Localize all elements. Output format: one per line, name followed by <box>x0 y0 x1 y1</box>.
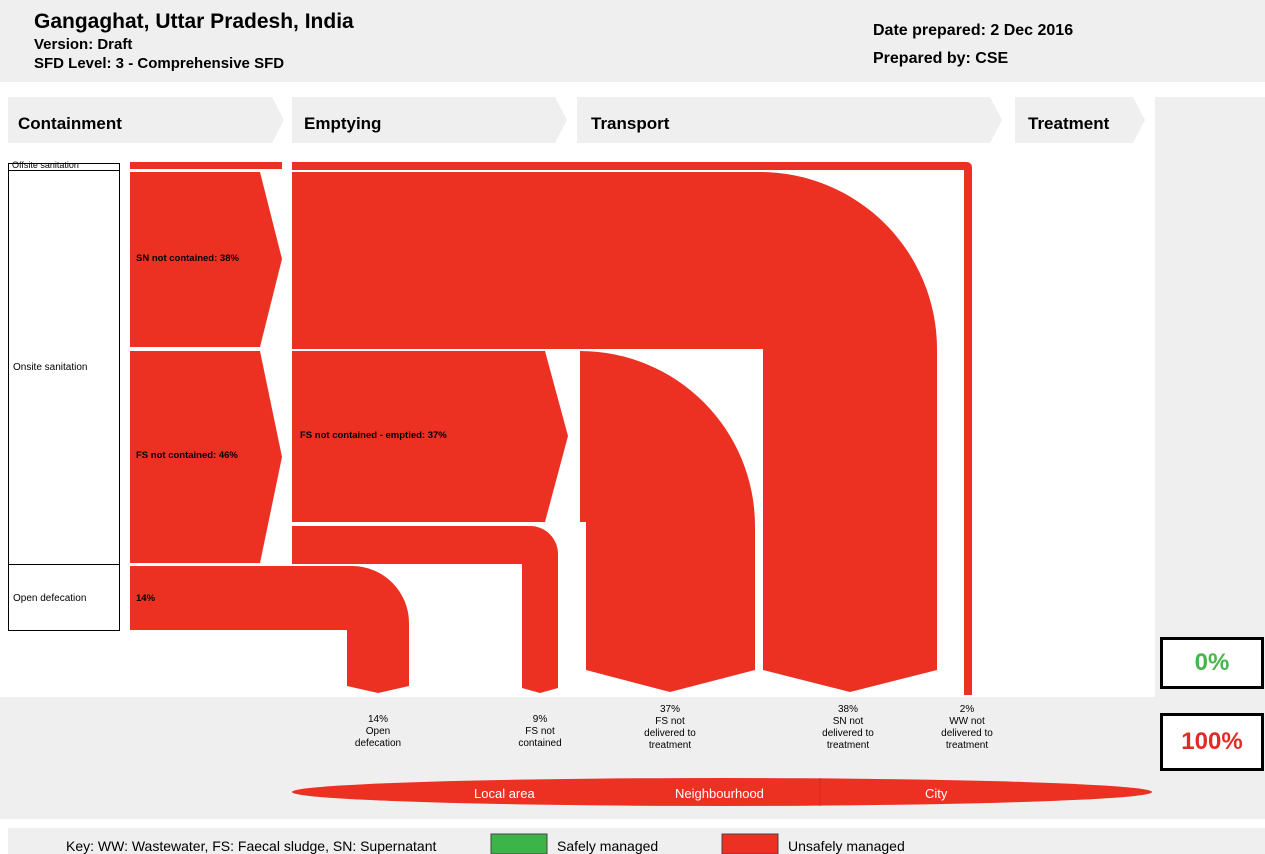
flow-fs-not-contained <box>130 351 282 563</box>
date-prepared-label: Date prepared: 2 Dec 2016 <box>873 22 1074 39</box>
stage-banner-emptying <box>292 97 567 143</box>
outcome-sn-not-delivered: 38% SN not delivered to treatment <box>808 704 888 752</box>
key-label-unsafe: Unsafely managed <box>788 838 905 854</box>
flow-offsite-containment <box>130 162 282 169</box>
unsafely-managed-value: 100% <box>1181 728 1243 755</box>
category-box-open-defecation <box>8 564 120 631</box>
category-label-open-defecation: Open defecation <box>13 593 87 604</box>
unsafely-managed-total: 100% <box>1160 713 1264 771</box>
category-box-onsite <box>8 170 120 565</box>
version-label: Version: Draft <box>34 36 133 53</box>
scale-label-local-area: Local area <box>474 786 535 801</box>
flow-label-fs-not-contained: FS not contained: 46% <box>136 450 238 461</box>
outcome-pct: 14% <box>367 714 388 725</box>
outcome-open-defecation: 14% Open defecation <box>338 714 418 750</box>
page-title: Gangaghat, Uttar Pradesh, India <box>34 10 354 33</box>
outcome-fs-not-contained: 9% FS not contained <box>500 714 580 750</box>
stage-label-emptying: Emptying <box>304 114 382 133</box>
outcome-ww-not-delivered: 2% WW not delivered to treatment <box>927 704 1007 752</box>
flow-label-sn-not-contained: SN not contained: 38% <box>136 253 239 264</box>
flow-open-defecation <box>130 566 409 693</box>
flow-sn-not-contained <box>130 172 282 347</box>
flow-fs-not-emptied <box>292 526 558 693</box>
stage-banner-transport <box>577 97 1002 143</box>
prepared-by-label: Prepared by: CSE <box>873 50 1009 67</box>
sfd-level-label: SFD Level: 3 - Comprehensive SFD <box>34 55 285 72</box>
outcome-pct: 37% <box>659 704 680 715</box>
key-swatch-unsafe <box>721 833 779 854</box>
stage-banner-treatment <box>1015 97 1145 143</box>
summary-side-panel <box>1155 97 1265 697</box>
key-swatch-safe <box>490 833 548 854</box>
stage-label-containment: Containment <box>18 114 122 133</box>
key-abbreviations: Key: WW: Wastewater, FS: Faecal sludge, … <box>66 838 437 854</box>
safely-managed-total: 0% <box>1160 637 1264 689</box>
flow-fs-not-delivered <box>580 351 755 692</box>
outcome-text: FS not contained <box>518 726 562 749</box>
outcome-fs-not-delivered: 37% FS not delivered to treatment <box>630 704 710 752</box>
flow-label-fs-emptied: FS not contained - emptied: 37% <box>300 430 447 441</box>
outcome-text: SN not delivered to treatment <box>822 716 874 751</box>
outcome-text: Open defecation <box>354 726 402 749</box>
key-bar <box>8 828 1265 854</box>
scale-ellipse <box>292 778 1152 806</box>
outcome-pct: 9% <box>532 714 548 725</box>
flow-sn-not-delivered <box>292 172 937 692</box>
safely-managed-value: 0% <box>1194 649 1230 676</box>
stage-label-transport: Transport <box>591 114 670 133</box>
outcome-pct: 38% <box>837 704 858 715</box>
outcome-pct: 2% <box>959 704 975 715</box>
stage-banner-containment <box>8 97 284 143</box>
outcome-text: WW not delivered to treatment <box>941 716 993 751</box>
category-label-offsite: Offsite sanitation <box>12 160 79 170</box>
header-panel <box>0 0 1265 82</box>
scale-label-neighbourhood: Neighbourhood <box>675 786 764 801</box>
key-label-safe: Safely managed <box>557 838 659 854</box>
stage-label-treatment: Treatment <box>1028 114 1110 133</box>
scale-label-city: City <box>925 786 948 801</box>
outcome-text: FS not delivered to treatment <box>644 716 696 751</box>
category-label-onsite: Onsite sanitation <box>13 362 88 373</box>
flow-fs-emptied <box>292 351 568 522</box>
flow-label-open-defecation: 14% <box>136 593 156 604</box>
